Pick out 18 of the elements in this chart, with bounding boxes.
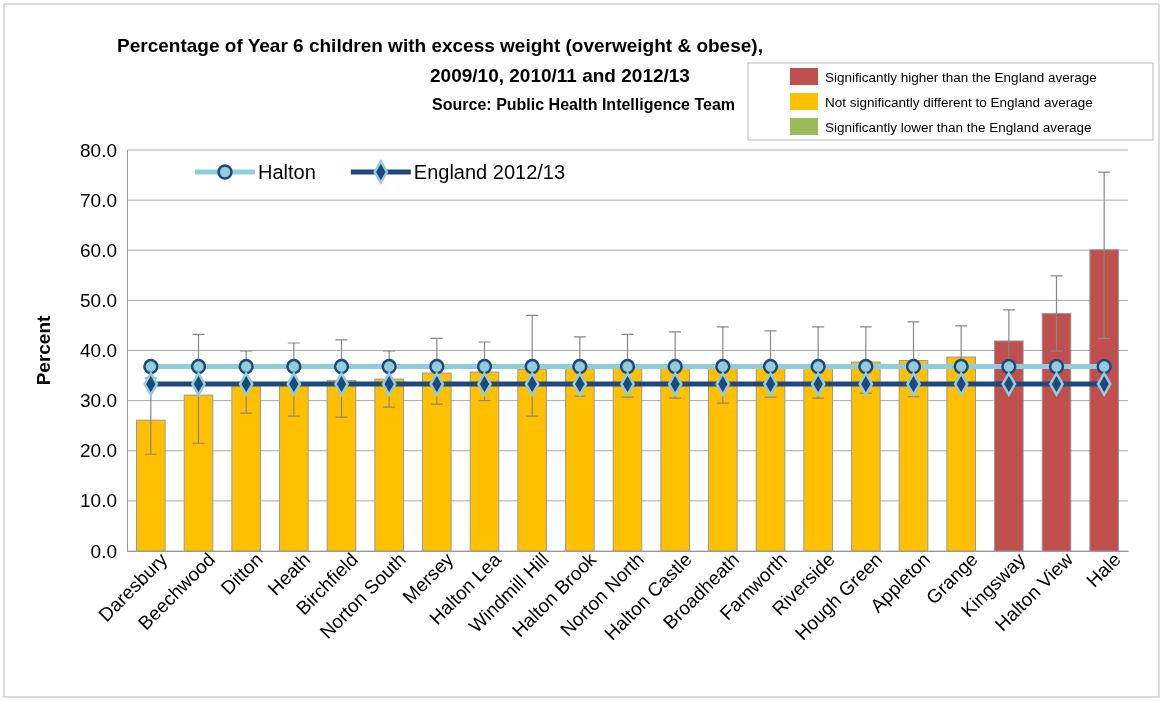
y-tick-label: 30.0 xyxy=(80,390,117,412)
y-tick-label: 20.0 xyxy=(80,440,117,462)
y-tick-label: 10.0 xyxy=(80,490,117,512)
y-tick-label: 50.0 xyxy=(80,289,117,311)
chart-subtitle: 2009/10, 2010/11 and 2012/13 xyxy=(430,65,690,86)
legend-label: Halton xyxy=(258,161,316,183)
source-note: Source: Public Health Intelligence Team xyxy=(432,96,735,113)
legend-label: Not significantly different to England average xyxy=(825,95,1093,110)
x-tick-label: Hale xyxy=(1082,548,1125,592)
legend-label: Significantly lower than the England average xyxy=(825,120,1092,135)
chart-title: Percentage of Year 6 children with excess weight (overweight & obese), xyxy=(117,35,763,56)
y-axis-title: Percent xyxy=(33,314,54,386)
y-tick-label: 70.0 xyxy=(80,189,117,211)
legend-label: England 2012/13 xyxy=(413,161,566,183)
y-tick-label: 80.0 xyxy=(80,139,117,161)
y-tick-label: 60.0 xyxy=(80,239,117,261)
legend-label: Significantly higher than the England average xyxy=(825,70,1097,85)
y-tick-label: 40.0 xyxy=(80,340,117,362)
